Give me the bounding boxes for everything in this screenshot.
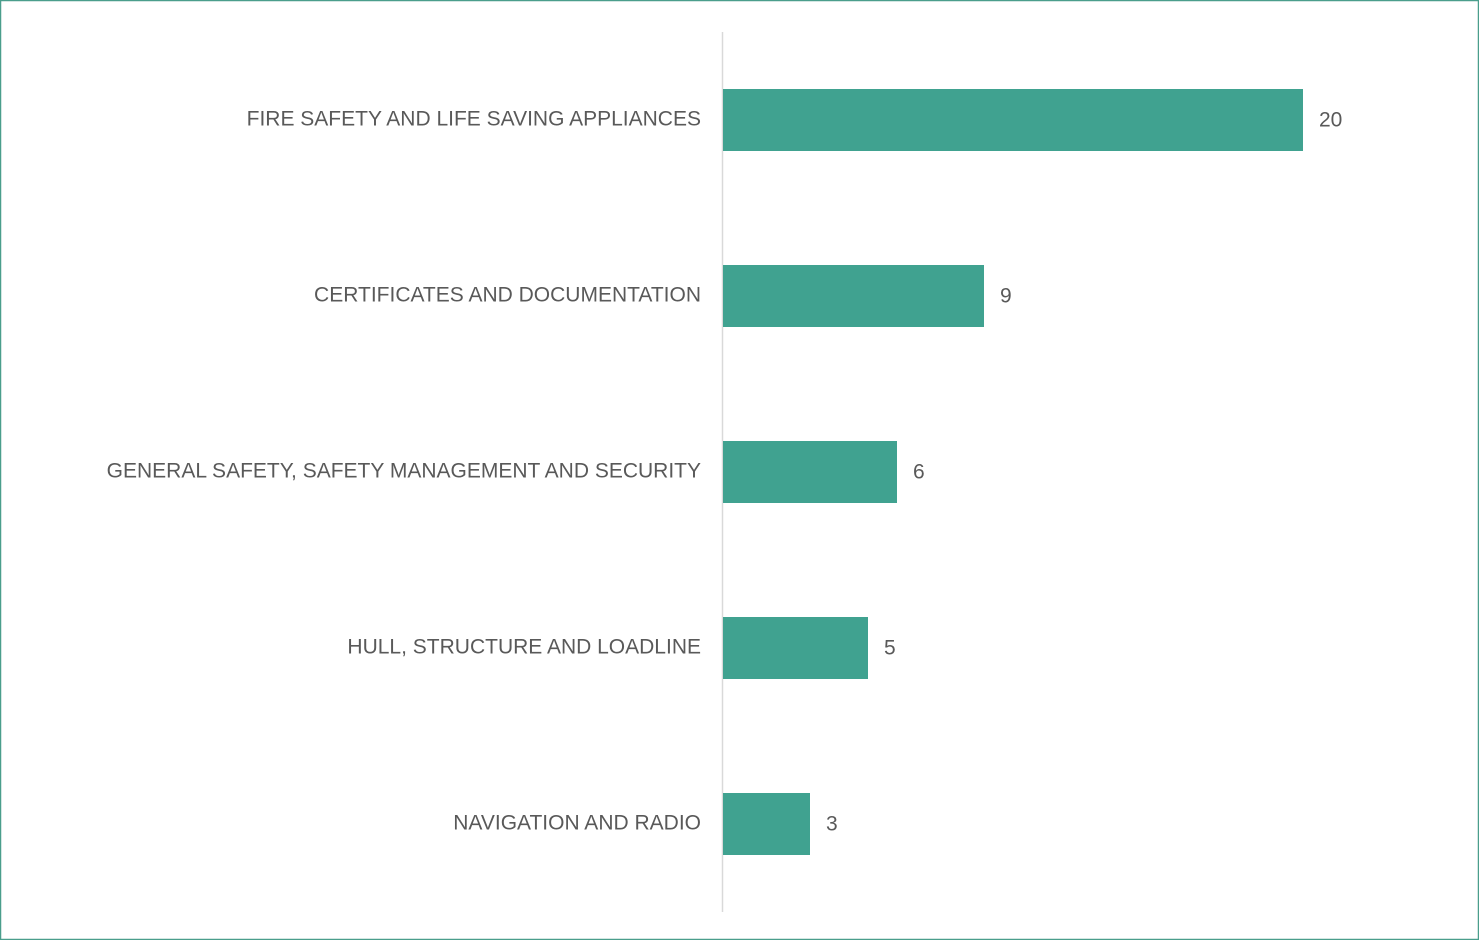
bar xyxy=(723,265,984,327)
data-label: 20 xyxy=(1319,109,1342,132)
data-label: 9 xyxy=(1000,285,1012,308)
data-label: 3 xyxy=(826,813,838,836)
bar xyxy=(723,793,810,855)
data-label: 6 xyxy=(913,461,925,484)
bar xyxy=(723,89,1303,151)
y-tick-label: CERTIFICATES AND DOCUMENTATION xyxy=(314,284,701,307)
bar xyxy=(723,617,868,679)
y-tick-label: HULL, STRUCTURE AND LOADLINE xyxy=(347,636,701,659)
y-tick-label: FIRE SAFETY AND LIFE SAVING APPLIANCES xyxy=(247,108,701,131)
bar xyxy=(723,441,897,503)
y-tick-label: GENERAL SAFETY, SAFETY MANAGEMENT AND SE… xyxy=(107,460,701,483)
y-tick-label: NAVIGATION AND RADIO xyxy=(453,812,701,835)
data-label: 5 xyxy=(884,637,896,660)
